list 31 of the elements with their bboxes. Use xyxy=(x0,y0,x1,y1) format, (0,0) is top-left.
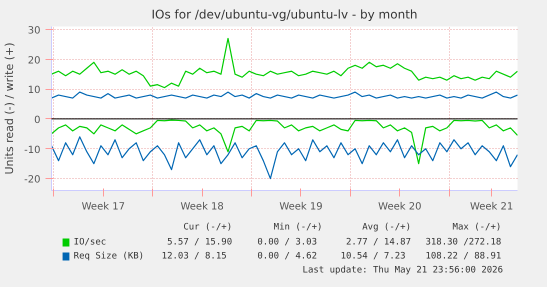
text: 0.00 / 4.62 xyxy=(257,252,317,262)
text: Min (-/+) xyxy=(274,222,322,232)
line-series xyxy=(52,120,518,164)
y-tick-label: 10 xyxy=(28,85,41,96)
chart-title: IOs for /dev/ubuntu-vg/ubuntu-lv - by month xyxy=(151,8,418,22)
text: Avg (-/+) xyxy=(362,222,412,232)
line-series xyxy=(52,136,518,180)
text: 10.54 / 7.23 xyxy=(340,252,406,262)
y-tick-label: -20 xyxy=(24,174,41,186)
y-tick-label: 0 xyxy=(34,114,41,126)
x-tick-label: Week 18 xyxy=(180,202,224,212)
text: 108.22 / 88.91 xyxy=(425,252,502,262)
legend-label: IO/sec xyxy=(74,238,106,248)
text: 0.00 / 3.03 xyxy=(257,238,317,248)
y-tick-label: -10 xyxy=(24,144,41,156)
text: 2.77 / 14.87 xyxy=(346,238,412,248)
x-tick-label: Week 20 xyxy=(378,202,422,212)
text: 12.03 / 8.15 xyxy=(162,252,227,262)
text: Max (-/+) xyxy=(452,222,502,232)
line-series xyxy=(52,38,518,88)
y-tick-label: 20 xyxy=(28,55,41,66)
legend-label: Req Size (KB) xyxy=(74,252,144,262)
text: 5.57 / 15.90 xyxy=(167,238,232,248)
x-tick-label: Week 21 xyxy=(470,202,514,212)
y-axis-title: Units read (-) / write (+) xyxy=(3,42,16,175)
text: 318.30 /272.18 xyxy=(425,238,502,248)
x-tick-label: Week 17 xyxy=(82,202,125,212)
text: Cur (-/+) xyxy=(183,222,232,232)
y-tick-label: 30 xyxy=(28,25,41,36)
text: Last update: Thu May 21 23:56:00 2026 xyxy=(302,266,504,276)
x-tick-label: Week 19 xyxy=(279,202,323,212)
